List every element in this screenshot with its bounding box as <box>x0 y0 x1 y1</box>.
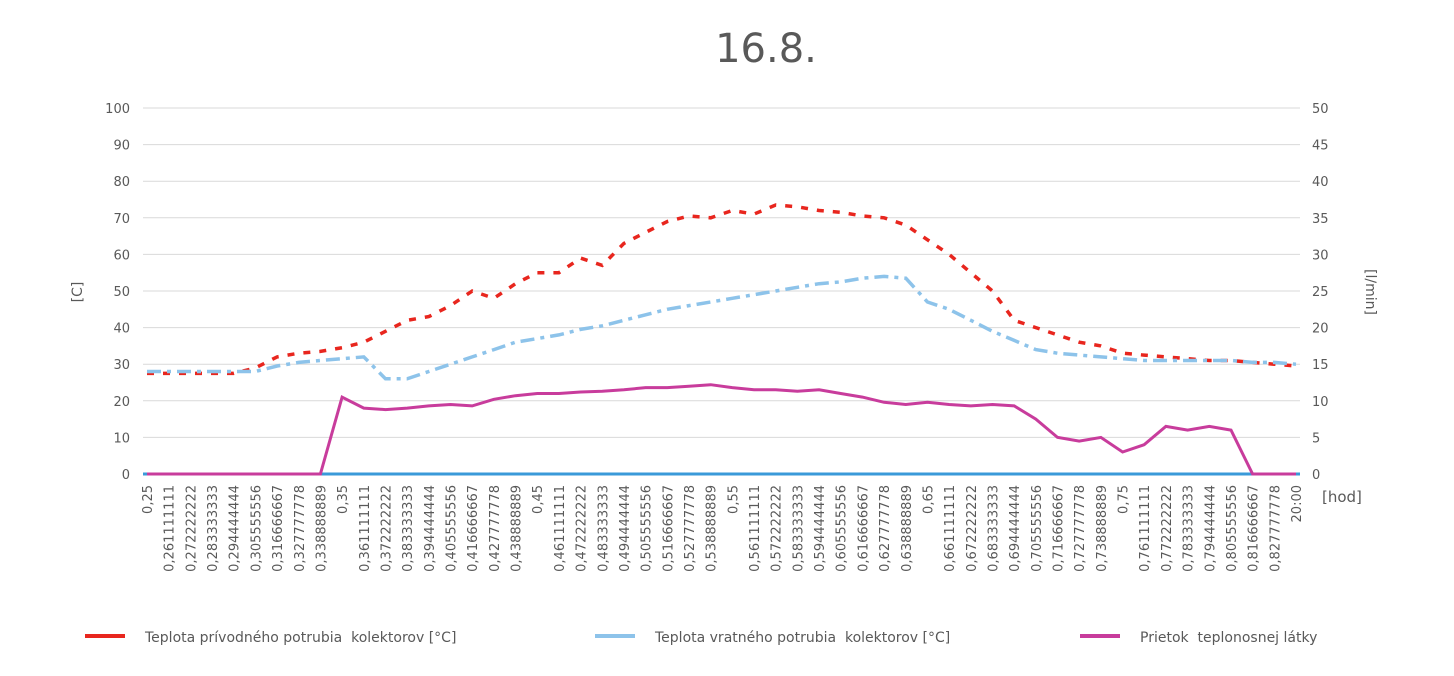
x-tick-label: 0,705555556 <box>1030 485 1045 572</box>
x-tick-label: 0,383333333 <box>401 485 416 572</box>
y2-tick-label: 45 <box>1312 139 1329 154</box>
x-tick-label: 0,827777778 <box>1268 485 1283 572</box>
y2-tick-label: 40 <box>1312 175 1329 190</box>
y2-tick-label: 15 <box>1312 358 1329 373</box>
x-tick-label: 0,75 <box>1117 485 1132 514</box>
x-tick-label: 0,727777778 <box>1073 485 1088 572</box>
y-tick-label: 100 <box>105 102 130 117</box>
x-tick-label: 0,761111111 <box>1138 485 1153 572</box>
x-tick-label: 0,438888889 <box>510 485 525 572</box>
x-tick-label: 0,494444444 <box>618 485 633 572</box>
x-tick-label: 0,738888889 <box>1095 485 1110 572</box>
x-tick-label: 0,672222222 <box>965 485 980 572</box>
series-line-2 <box>147 274 1297 381</box>
legend: Teplota prívodného potrubia kolektorov [… <box>85 630 1317 646</box>
x-tick-label: 0,716666667 <box>1052 485 1067 572</box>
y-axis-label: [C] <box>70 282 86 303</box>
x-tick-label: 0,55 <box>726 485 741 514</box>
x-tick-label: 0,405555556 <box>445 485 460 572</box>
y2-tick-label: 10 <box>1312 395 1329 410</box>
x-axis-label: [hod] <box>1322 488 1362 506</box>
x-tick-label: 0,261111111 <box>163 485 178 572</box>
x-tick-label: 0,45 <box>531 485 546 514</box>
x-tick-label: 0,394444444 <box>423 485 438 572</box>
y-tick-label: 20 <box>113 395 130 410</box>
x-tick-label: 0,661111111 <box>943 485 958 572</box>
x-tick-label: 0,638888889 <box>900 485 915 572</box>
x-tick-label: 0,605555556 <box>835 485 850 572</box>
x-tick-label: 0,572222222 <box>770 485 785 572</box>
y2-tick-label: 30 <box>1312 248 1329 263</box>
x-tick-label: 0,694444444 <box>1008 485 1023 572</box>
y-tick-label: 70 <box>113 212 130 227</box>
x-tick-label: 0,527777778 <box>683 485 698 572</box>
x-tick-label: 0,327777778 <box>293 485 308 572</box>
x-tick-label: 0,361111111 <box>358 485 373 572</box>
x-tick-label: 0,683333333 <box>986 485 1001 572</box>
y2-tick-label: 50 <box>1312 102 1329 117</box>
grid <box>143 107 1300 476</box>
y2-tick-label: 0 <box>1312 468 1320 483</box>
x-tick-label: 0,594444444 <box>813 485 828 572</box>
x-tick-label: 0,805555556 <box>1225 485 1240 572</box>
x-tick-label: 0,416666667 <box>466 485 481 572</box>
legend-label-3: Prietok teplonosnej látky <box>1140 630 1317 646</box>
x-tick-label: 0,372222222 <box>379 485 394 572</box>
y2-tick-label: 5 <box>1312 431 1320 446</box>
y2-tick-label: 25 <box>1312 285 1329 300</box>
y-tick-label: 60 <box>113 248 130 263</box>
x-tick-label: 0,65 <box>921 485 936 514</box>
x-tick-label: 0,272222222 <box>184 485 199 572</box>
x-tick-label: 0,583333333 <box>791 485 806 572</box>
x-tick-label: 0,516666667 <box>661 485 676 572</box>
x-tick-label: 0,427777778 <box>488 485 503 572</box>
y-tick-label: 90 <box>113 139 130 154</box>
x-tick-label: 0,538888889 <box>705 485 720 572</box>
x-tick-label: 0,305555556 <box>249 485 264 572</box>
x-tick-label: 0,483333333 <box>596 485 611 572</box>
y-tick-label: 0 <box>122 468 130 483</box>
x-tick-label: 0,283333333 <box>206 485 221 572</box>
x-tick-label: 0,505555556 <box>640 485 655 572</box>
y-tick-label: 30 <box>113 358 130 373</box>
y-tick-label: 40 <box>113 322 130 337</box>
series-line-3 <box>147 383 1296 476</box>
y-axis-ticks: 0 10 20 30 40 50 60 70 80 90 100 <box>105 102 130 483</box>
x-tick-label: 0,794444444 <box>1203 485 1218 572</box>
chart-title: 16.8. <box>715 26 817 72</box>
series-line-1 <box>147 203 1297 376</box>
x-tick-label: 0,461111111 <box>553 485 568 572</box>
x-tick-label: 0,561111111 <box>748 485 763 572</box>
x-tick-label: 0,25 <box>141 485 156 514</box>
x-tick-label: 0,338888889 <box>314 485 329 572</box>
x-tick-label: 0,294444444 <box>228 485 243 572</box>
x-tick-label: 0,627777778 <box>878 485 893 572</box>
x-tick-label: 0,35 <box>336 485 351 514</box>
y-tick-label: 50 <box>113 285 130 300</box>
legend-label-2: Teplota vratného potrubia kolektorov [°C… <box>654 630 950 646</box>
series-group <box>146 203 1297 476</box>
y2-tick-label: 20 <box>1312 322 1329 337</box>
y2-tick-label: 35 <box>1312 212 1329 227</box>
x-tick-label: 0,316666667 <box>271 485 286 572</box>
x-axis-ticks: 0,25 0,261111111 0,272222222 0,283333333 0,2… <box>141 485 1305 572</box>
y2-axis-ticks: 0 5 10 15 20 25 30 35 40 45 50 <box>1312 102 1329 483</box>
x-tick-label: 20:00 <box>1290 485 1305 522</box>
x-tick-label: 0,616666667 <box>856 485 871 572</box>
y-tick-label: 80 <box>113 175 130 190</box>
x-tick-label: 0,816666667 <box>1247 485 1262 572</box>
x-tick-label: 0,772222222 <box>1160 485 1175 572</box>
x-tick-label: 0,472222222 <box>575 485 590 572</box>
y2-axis-label: [l/min] <box>1362 269 1378 315</box>
y-tick-label: 10 <box>113 431 130 446</box>
legend-label-1: Teplota prívodného potrubia kolektorov [… <box>144 630 456 646</box>
x-tick-label: 0,783333333 <box>1182 485 1197 572</box>
